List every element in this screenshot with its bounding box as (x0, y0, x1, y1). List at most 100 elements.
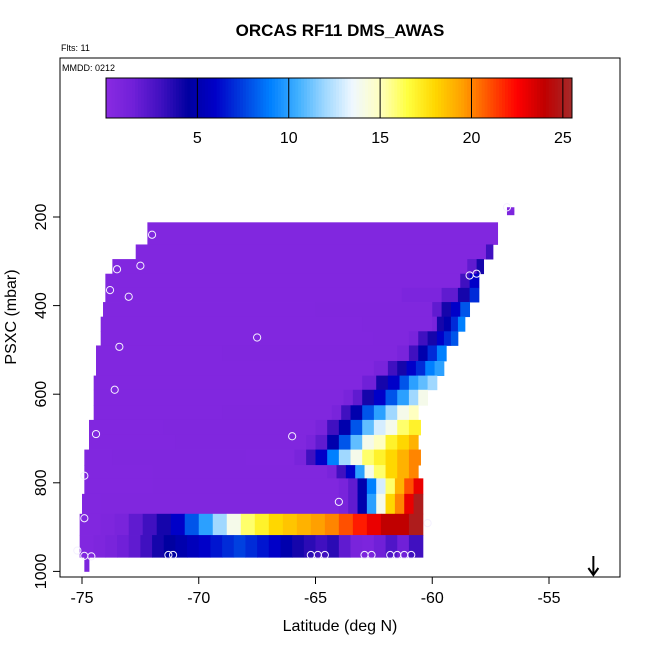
colorbar-swatch (315, 78, 320, 118)
x-tick-label: -70 (187, 590, 210, 607)
heatmap-cell (425, 360, 435, 376)
heatmap-cell (366, 493, 377, 515)
heatmap-cell (506, 207, 515, 212)
colorbar-swatch (403, 78, 407, 118)
colorbar-swatch (228, 78, 232, 118)
sample-point (136, 261, 145, 270)
colorbar-swatch (359, 78, 363, 118)
heatmap-cell (457, 287, 471, 303)
colorbar-swatch (152, 78, 157, 118)
colorbar-swatch (490, 78, 494, 118)
colorbar-swatch (184, 78, 189, 118)
colorbar-swatch (379, 78, 384, 118)
heatmap-cell (385, 405, 398, 421)
heatmap-cell (394, 478, 405, 495)
sample-point (91, 429, 101, 439)
colorbar-swatch (385, 78, 390, 118)
colorbar-swatch (420, 78, 424, 118)
heatmap-cell (373, 389, 386, 406)
heatmap-cell (96, 345, 223, 362)
heatmap-cell (432, 302, 442, 318)
heatmap-cell (408, 535, 424, 558)
colorbar-swatch (537, 78, 541, 118)
y-tick-label: 800 (33, 469, 50, 496)
heatmap-cell (394, 513, 410, 536)
heatmap-cell (408, 405, 419, 421)
heatmap-cell (485, 244, 494, 260)
colorbar-swatch (318, 78, 323, 118)
colorbar-swatch (172, 78, 177, 118)
heatmap-cell (408, 513, 424, 536)
sample-point (367, 550, 376, 560)
colorbar-swatch (149, 78, 154, 118)
heatmap-cell (397, 434, 410, 450)
colorbar-swatch (277, 78, 282, 118)
heatmap-cell (506, 210, 515, 216)
colorbar-swatch (446, 78, 451, 118)
colorbar-swatch (455, 78, 459, 118)
colorbar-swatch (519, 78, 523, 118)
colorbar-swatch (566, 78, 570, 118)
heatmap-cell (315, 419, 328, 436)
colorbar-swatch (135, 78, 139, 118)
heatmap-cell (84, 465, 153, 479)
colorbar-swatch (321, 78, 325, 118)
heatmap-cells (79, 207, 515, 572)
colorbar-swatch (394, 78, 398, 118)
colorbar-tick-label: 25 (554, 130, 572, 147)
heatmap-cell (315, 535, 328, 558)
colorbar-swatch (502, 78, 506, 118)
colorbar-swatch (216, 78, 221, 118)
heatmap-cell (306, 434, 316, 450)
colorbar-swatch (324, 78, 328, 118)
y-tick-label: 600 (33, 381, 50, 408)
heatmap-cell (268, 513, 284, 536)
heatmap-cell (413, 478, 424, 495)
plot-frame (59, 57, 621, 578)
heatmap-cell (105, 287, 403, 303)
heatmap-cell (373, 405, 386, 421)
colorbar-swatch (330, 78, 334, 118)
heatmap-cell (100, 331, 375, 346)
heatmap-cell (294, 449, 307, 466)
colorbar-swatch (435, 78, 439, 118)
heatmap-cell (443, 331, 452, 346)
sample-point (502, 203, 512, 212)
heatmap-cell (79, 535, 95, 558)
heatmap-cell (84, 557, 90, 572)
colorbar-swatch (516, 78, 521, 118)
heatmap-cell (152, 535, 165, 558)
heatmap-cell (105, 535, 118, 558)
colorbar-swatch (443, 78, 448, 118)
colorbar-swatch (382, 78, 387, 118)
heatmap-cell (357, 493, 368, 515)
colorbar-swatch (181, 78, 186, 118)
chart-title: ORCAS RF11 DMS_AWAS (236, 21, 445, 40)
heatmap-cell (112, 449, 246, 466)
heatmap-cell (140, 535, 153, 558)
heatmap-cell (397, 449, 410, 466)
heatmap-cell (399, 375, 410, 391)
colorbar-tick-label: 10 (280, 130, 298, 147)
heatmap-cell (152, 465, 328, 479)
sample-point (164, 550, 173, 560)
sample-point (168, 550, 178, 560)
colorbar-swatch (175, 78, 180, 118)
colorbar-swatch (507, 78, 512, 118)
colorbar-swatch (292, 78, 296, 118)
heatmap-cell (142, 513, 158, 536)
heatmap-cell (373, 449, 386, 466)
heatmap-cell (315, 449, 328, 466)
colorbar-swatch (554, 78, 558, 118)
colorbar-swatch (295, 78, 299, 118)
colorbar-swatch (513, 78, 518, 118)
heatmap-cell (79, 513, 102, 536)
colorbar-swatch (371, 78, 375, 118)
heatmap-cell (338, 449, 351, 466)
heatmap-cell (460, 302, 471, 318)
heatmap-cell (103, 302, 316, 318)
heatmap-cell (100, 316, 363, 332)
colorbar-swatch (350, 78, 355, 118)
heatmap-cell (362, 449, 375, 466)
